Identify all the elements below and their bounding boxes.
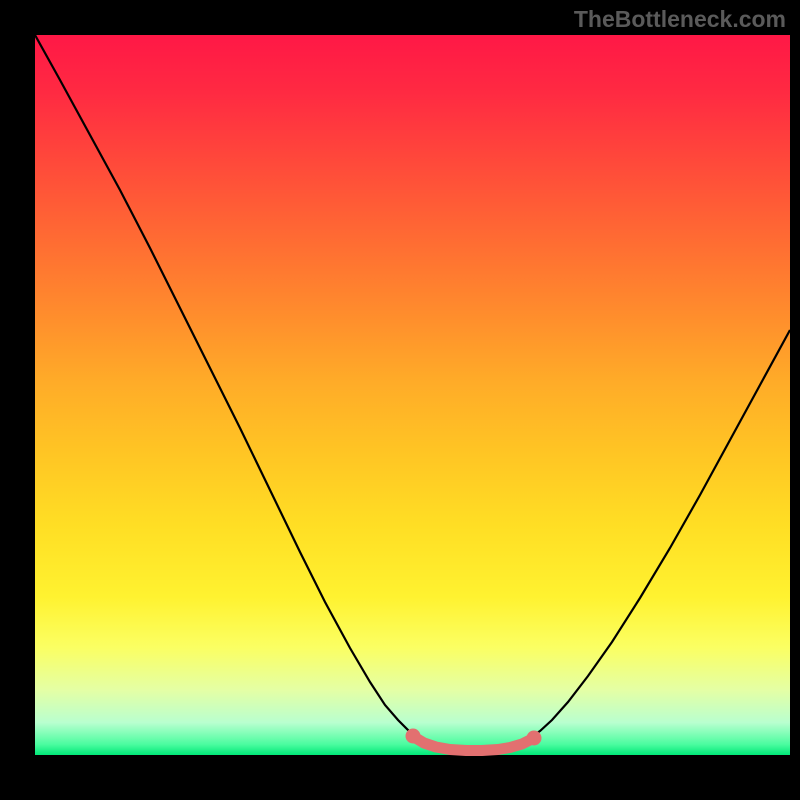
optimal-range-endpoint-left [406,729,421,744]
plot-background [35,35,790,755]
watermark-text: TheBottleneck.com [574,6,786,33]
bottleneck-chart [0,0,800,800]
optimal-range-endpoint-right [527,731,542,746]
